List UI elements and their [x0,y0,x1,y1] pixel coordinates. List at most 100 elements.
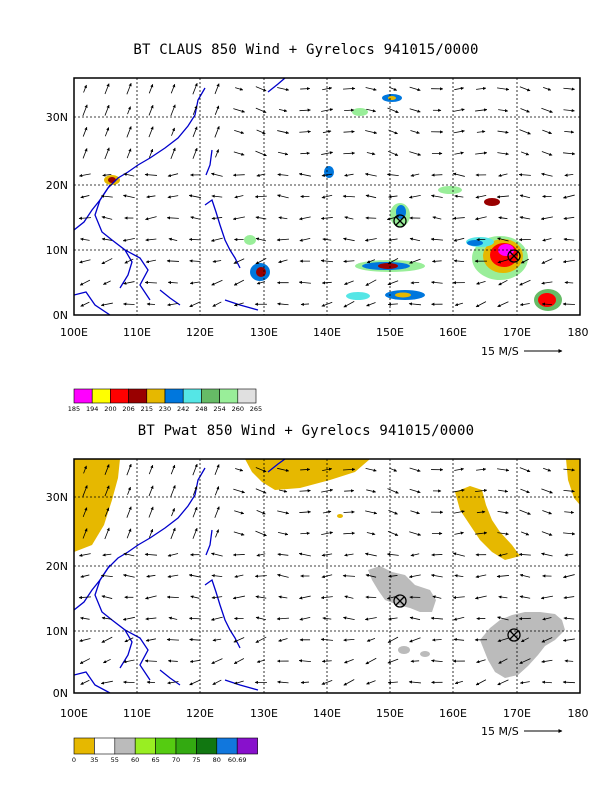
colorbar-swatch [94,737,116,755]
colorbar-swatch [91,388,111,404]
wind-vector [298,552,311,557]
wind-vector [104,527,110,540]
colorbar-swatch [155,737,177,755]
wind-vector [542,129,552,135]
top-gyre-markers [393,214,521,263]
wind-vector [476,86,487,91]
lon-label: 180 [568,707,589,720]
wind-vector [255,86,267,92]
wind-vector [254,195,267,199]
wind-vector [344,489,355,493]
wind-vector [563,237,575,241]
wind-vector [255,488,267,494]
wind-vector [430,616,444,620]
wind-vector [126,463,132,476]
lat-label: 10N [46,244,68,257]
wind-vector [233,658,245,665]
wind-vector [278,216,288,220]
colorbar-swatch [216,737,238,755]
wind-vector [192,486,198,496]
colorbar-tick-label: 230 [159,405,171,413]
wind-vector [211,595,223,600]
wind-vector [387,636,399,643]
wind-vector [234,574,244,578]
wind-vector [563,216,575,220]
wind-vector [277,173,289,177]
wind-vector [188,573,201,578]
wind-vector [386,552,399,556]
wind-vector [83,465,87,474]
wind-vector [321,301,333,307]
wind-vector [453,237,465,242]
lon-label: 150E [376,326,404,339]
wind-vector [454,151,464,155]
wind-vector [211,216,223,220]
wind-vector [497,87,510,91]
wind-vector [277,302,289,306]
wind-vector [563,152,576,156]
wind-vector [541,552,553,557]
wind-vector [145,238,157,242]
wind-vector [233,531,245,536]
wind-vector [519,216,531,220]
wind-vector [563,108,575,113]
wind-vector [364,238,377,242]
wind-vector [452,552,465,557]
wind-vector [145,259,156,264]
wind-vector [168,616,178,620]
wind-vector [409,258,421,264]
wind-vector [322,616,332,620]
scale-label: 15 M/S [481,725,519,738]
wind-vector [366,637,376,642]
wind-vector [277,467,290,472]
wind-vector [519,86,531,92]
wind-vector [170,464,176,475]
wind-vector [298,659,311,663]
wind-vector [321,531,334,536]
wind-vector [321,151,334,155]
colorbar-swatch [73,388,93,404]
wind-vector [344,658,354,664]
colorbar-swatch [196,737,218,755]
wind-vector [453,638,465,642]
wind-vector [190,216,200,220]
wind-vector [343,679,355,686]
wind-vector [408,302,421,306]
wind-vector [214,105,220,115]
wind-vector [168,237,178,241]
wind-vector [144,552,158,557]
gyre-marker-2 [507,249,521,263]
colorbar-swatch [146,388,166,404]
wind-vector [277,151,289,156]
wind-vector [475,574,487,579]
wind-vector [497,637,509,643]
gyre-marker-1 [393,594,407,608]
wind-vector [104,485,110,497]
wind-vector [300,87,311,91]
wind-vector [255,616,267,621]
wind-vector [188,194,201,199]
colorbar-swatch [110,388,129,404]
wind-vector [454,680,463,685]
wind-vector [563,468,575,472]
wind-vector [365,279,377,286]
wind-vector [453,129,465,134]
wind-vector [541,107,553,113]
wind-vector [475,488,488,493]
wind-vector [190,595,200,599]
lon-label: 120E [186,326,214,339]
bottom-wind-vectors [78,463,576,686]
wind-vector [101,215,113,220]
wind-vector [100,302,113,307]
wind-vector [343,301,355,308]
wind-vector [232,595,245,600]
wind-vector [255,636,267,643]
wind-vector [127,106,131,115]
top-map: 0N 10N 20N 30N 100E 110E 120E 130E 140E … [46,77,589,413]
gyre-marker-2 [507,628,521,642]
wind-vector [277,130,290,135]
wind-vector [166,595,179,599]
wind-vector [431,553,443,557]
wind-vector [343,259,355,263]
wind-vector [299,616,311,621]
